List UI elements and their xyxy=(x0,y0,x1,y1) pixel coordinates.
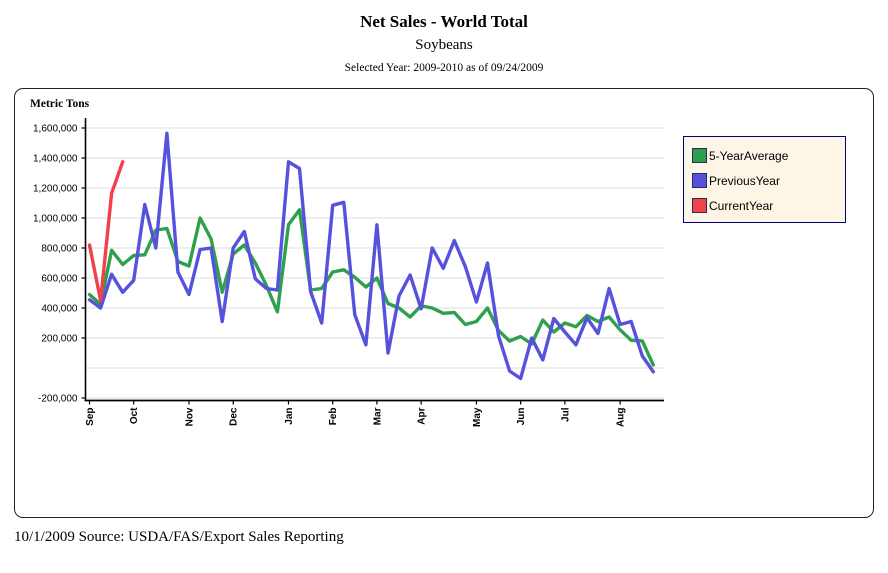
legend-item-5-yearaverage: 5-YearAverage xyxy=(692,143,845,168)
commodity-subtitle: Soybeans xyxy=(415,37,473,53)
selected-year-line: Selected Year: 2009-2010 as of 09/24/200… xyxy=(344,62,544,74)
x-tick-label: Apr xyxy=(417,407,428,424)
y-tick-label: 1,000,000 xyxy=(33,214,78,225)
y-tick-label: 1,400,000 xyxy=(33,154,78,165)
legend-swatch-icon xyxy=(692,198,707,213)
x-tick-label: Jan xyxy=(284,408,295,425)
series-line-previousyear xyxy=(87,131,655,381)
x-tick-label: Nov xyxy=(184,407,195,426)
x-tick-label: Jul xyxy=(560,407,571,422)
legend-label: 5-YearAverage xyxy=(709,148,789,163)
page-title: Net Sales - World Total xyxy=(360,12,528,31)
x-tick-label: Dec xyxy=(229,407,240,426)
x-tick-label: Oct xyxy=(129,407,140,424)
x-tick-label: Mar xyxy=(372,407,383,425)
y-tick-label: 800,000 xyxy=(41,244,78,255)
y-tick-label: 200,000 xyxy=(41,334,78,345)
source-footer: 10/1/2009 Source: USDA/FAS/Export Sales … xyxy=(14,529,344,545)
legend-label: CurrentYear xyxy=(709,198,774,213)
y-axis-unit-label: Metric Tons xyxy=(30,98,90,110)
legend-item-currentyear: CurrentYear xyxy=(692,193,845,218)
y-tick-label: 600,000 xyxy=(41,274,78,285)
legend-swatch-icon xyxy=(692,148,707,163)
x-tick-label: Sep xyxy=(85,408,96,426)
y-tick-label: 1,200,000 xyxy=(33,184,78,195)
x-tick-label: Jun xyxy=(516,408,527,426)
series-line-currentyear xyxy=(87,160,125,303)
x-tick-label: May xyxy=(472,407,483,427)
legend-box: 5-YearAverage PreviousYear CurrentYear xyxy=(683,136,846,223)
y-tick-label: 1,600,000 xyxy=(33,124,78,135)
legend-label: PreviousYear xyxy=(709,173,780,188)
legend-item-previousyear: PreviousYear xyxy=(692,168,845,193)
y-tick-label: 400,000 xyxy=(41,304,78,315)
x-tick-label: Feb xyxy=(328,408,339,426)
legend-swatch-icon xyxy=(692,173,707,188)
x-tick-label: Aug xyxy=(616,408,627,427)
y-tick-label: -200,000 xyxy=(38,394,78,405)
